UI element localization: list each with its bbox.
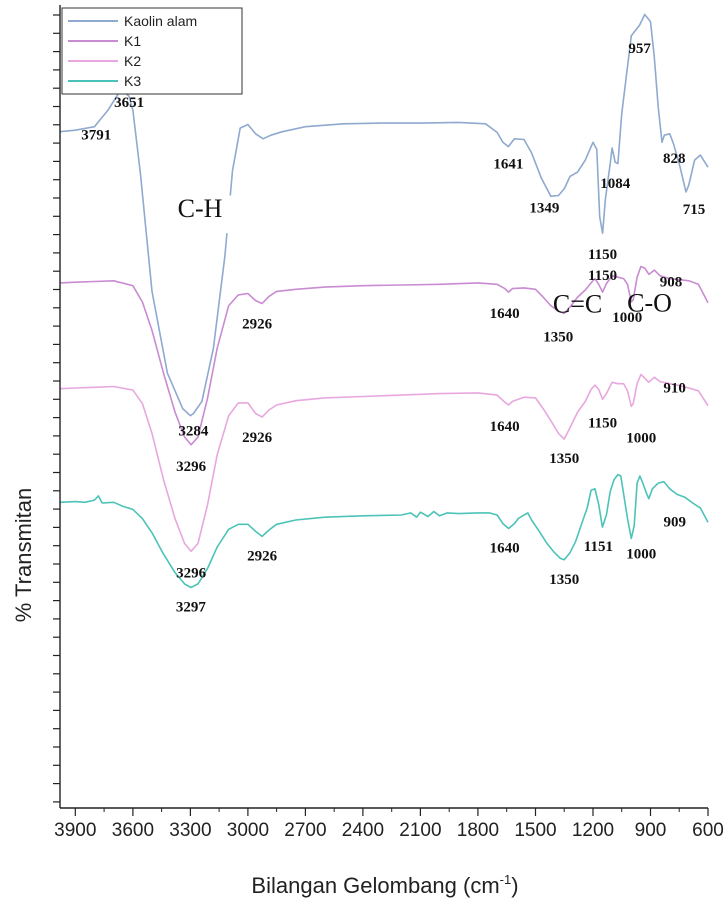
legend-label-1: Kaolin alam <box>124 13 197 29</box>
peak-label-24: 910 <box>663 380 686 396</box>
peak-label-29: 1151 <box>584 539 613 555</box>
x-axis-title-end: ) <box>511 873 518 898</box>
x-tick-label-2700: 2700 <box>284 820 326 841</box>
annotation-box <box>158 195 257 234</box>
series-line-3 <box>59 373 709 553</box>
series-layer <box>59 13 709 589</box>
peak-label-22: 1150 <box>588 415 617 431</box>
peak-label-15: 1150 <box>588 268 617 284</box>
peak-label-23: 1000 <box>626 430 656 446</box>
axes-layer: 3900 3600 3300 3000 2700 2400 2100 1800 1500 1200… <box>53 5 724 841</box>
peak-label-18: 3296 <box>176 565 207 581</box>
peak-label-20: 1640 <box>490 419 520 435</box>
annotation-layer: C-H C=C C-O <box>158 194 672 319</box>
peak-label-5: 1349 <box>529 201 559 217</box>
peak-label-8: 957 <box>628 41 651 57</box>
peak-label-30: 1000 <box>626 547 656 563</box>
peak-label-3: 3284 <box>178 424 209 440</box>
x-tick-label-2400: 2400 <box>342 820 384 841</box>
peak-label-7: 1150 <box>588 247 617 263</box>
x-axis-title-main: Bilangan Gelombang (cm <box>251 873 499 898</box>
peak-label-21: 1350 <box>549 451 579 467</box>
peak-label-25: 3297 <box>176 600 207 616</box>
peak-label-14: 1350 <box>543 329 573 345</box>
series-line-2 <box>59 265 709 446</box>
peak-label-27: 1640 <box>490 541 520 557</box>
peak-label-28: 1350 <box>549 572 579 588</box>
peak-label-19: 2926 <box>242 430 273 446</box>
peak-label-31: 909 <box>664 515 687 531</box>
peak-label-16: 1000 <box>612 310 642 326</box>
x-tick-label-900: 900 <box>635 820 667 841</box>
peak-label-4: 1641 <box>493 157 523 173</box>
x-tick-label-600: 600 <box>692 820 724 841</box>
y-axis-title: % Transmitan <box>11 488 36 623</box>
legend: Kaolin alam K1 K2 K3 <box>61 7 243 95</box>
peak-label-6: 1084 <box>600 176 631 192</box>
legend-label-2: K1 <box>124 33 141 49</box>
annotation-1: C-H <box>178 194 223 223</box>
x-tick-label-1200: 1200 <box>572 820 614 841</box>
peak-label-13: 1640 <box>490 306 520 322</box>
peak-label-9: 828 <box>663 151 686 167</box>
series-line-1 <box>59 13 709 417</box>
x-axis-title: Bilangan Gelombang (cm-1) <box>251 872 518 898</box>
peak-label-17: 908 <box>660 274 683 290</box>
peak-label-11: 3296 <box>176 459 207 475</box>
annotation-3: C-O <box>627 288 672 317</box>
annotation-2: C=C <box>553 290 602 319</box>
peak-label-10: 715 <box>683 202 706 218</box>
series-line-4 <box>59 473 709 589</box>
legend-box <box>61 7 243 95</box>
x-tick-label-3300: 3300 <box>169 820 211 841</box>
x-tick-label-1800: 1800 <box>457 820 499 841</box>
peak-label-1: 3651 <box>114 95 144 111</box>
legend-label-3: K2 <box>124 53 141 69</box>
x-tick-label-3600: 3600 <box>112 820 154 841</box>
peak-label-layer: 3651 3791 3284 1641 1349 1084 1150 957 828 715 329… <box>81 41 705 615</box>
legend-label-4: K3 <box>124 73 141 89</box>
peak-label-12: 2926 <box>242 317 273 333</box>
x-tick-label-1500: 1500 <box>514 820 556 841</box>
x-tick-label-3000: 3000 <box>227 820 269 841</box>
peak-label-26: 2926 <box>247 548 278 564</box>
peak-label-2: 3791 <box>81 128 111 144</box>
x-tick-label-2100: 2100 <box>399 820 441 841</box>
x-tick-label-3900: 3900 <box>54 820 96 841</box>
x-axis-title-sup: -1 <box>500 872 512 887</box>
